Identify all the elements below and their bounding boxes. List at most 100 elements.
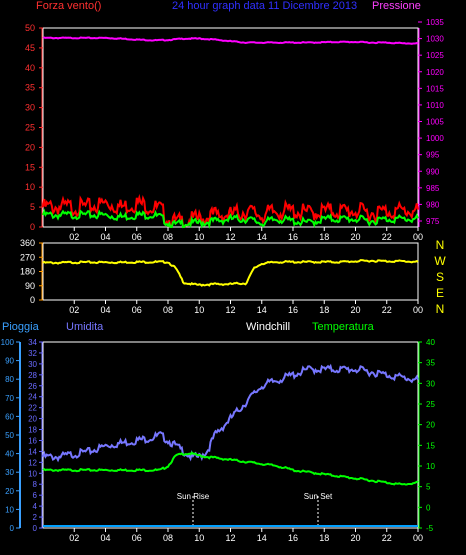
x-tick-label: 06 xyxy=(132,305,142,315)
temperature-axis-label: -5 xyxy=(426,524,434,533)
temperature-axis-label: 35 xyxy=(426,359,435,368)
x-tick-label: 10 xyxy=(194,305,204,315)
humidity-label: Umidita xyxy=(66,321,104,333)
direction-axis-label: 270 xyxy=(20,252,35,262)
x-tick-label: 22 xyxy=(382,232,392,242)
compass-letter: N xyxy=(436,238,445,252)
humidity-axis-label: 16 xyxy=(28,436,37,445)
x-tick-label: 14 xyxy=(257,305,267,315)
humidity-axis-label: 34 xyxy=(28,338,37,347)
temperature-axis-label: 30 xyxy=(426,379,435,388)
windchill-label: Windchill xyxy=(246,321,291,333)
pressure-axis-label: 980 xyxy=(426,200,440,209)
humidity-axis-label: 14 xyxy=(28,447,37,456)
temperature-axis-label: 5 xyxy=(426,483,431,492)
humidity-axis-label: 32 xyxy=(28,349,37,358)
humidity-axis-label: 22 xyxy=(28,404,37,413)
wind-axis-label: 10 xyxy=(25,182,35,192)
rain-axis-label: 90 xyxy=(5,357,14,366)
rain-axis-label: 30 xyxy=(5,468,14,477)
x-tick-label: 12 xyxy=(225,533,235,543)
humidity-axis-label: 8 xyxy=(33,480,38,489)
humidity-axis-label: 4 xyxy=(33,502,38,511)
pressure-axis-label: 1030 xyxy=(426,35,444,44)
direction-axis-label: 180 xyxy=(20,267,35,277)
pressure-axis-label: 985 xyxy=(426,184,440,193)
sunrise-label: Sun Rise xyxy=(177,492,210,501)
direction-axis-label: 90 xyxy=(25,281,35,291)
pressure-axis-label: 995 xyxy=(426,151,440,160)
chart-header: Forza vento() 24 hour graph data 11 Dice… xyxy=(0,0,466,14)
humidity-axis-label: 0 xyxy=(33,524,38,533)
pressure-axis-label: 1000 xyxy=(426,134,444,143)
wind-axis-label: 45 xyxy=(25,43,35,53)
wind-direction-line xyxy=(42,259,419,287)
x-tick-label: 02 xyxy=(69,533,79,543)
humidity-axis-label: 6 xyxy=(33,491,38,500)
x-tick-label: 06 xyxy=(132,232,142,242)
humidity-line xyxy=(42,363,419,463)
x-tick-label: 08 xyxy=(163,533,173,543)
x-tick-label: 02 xyxy=(69,232,79,242)
x-tick-label: 22 xyxy=(382,533,392,543)
pressure-title: Pressione xyxy=(372,0,421,12)
x-tick-label: 00 xyxy=(413,305,423,315)
x-tick-label: 08 xyxy=(163,232,173,242)
x-tick-label: 06 xyxy=(132,533,142,543)
pressure-axis-label: 1035 xyxy=(426,18,444,27)
humidity-axis-label: 30 xyxy=(28,360,37,369)
direction-axis-label: 0 xyxy=(30,295,35,305)
temperature-axis-label: 0 xyxy=(426,503,431,512)
pressure-axis-label: 990 xyxy=(426,167,440,176)
humidity-axis-label: 20 xyxy=(28,415,37,424)
wind-axis-label: 0 xyxy=(30,222,35,232)
pressure-axis-label: 975 xyxy=(426,217,440,226)
wind-title: Forza vento() xyxy=(36,0,102,12)
x-tick-label: 16 xyxy=(288,305,298,315)
wind-axis-label: 40 xyxy=(25,63,35,73)
rain-axis-label: 60 xyxy=(5,412,14,421)
rain-label: Pioggia xyxy=(2,321,39,333)
humidity-axis-label: 24 xyxy=(28,393,37,402)
temperature-label: Temperatura xyxy=(312,321,374,333)
wind-gust-line xyxy=(42,193,419,230)
rain-axis-label: 80 xyxy=(5,375,14,384)
direction-panel-frame xyxy=(42,242,419,301)
x-tick-label: 22 xyxy=(382,305,392,315)
pressure-axis-label: 1020 xyxy=(426,68,444,77)
x-tick-label: 02 xyxy=(69,305,79,315)
temperature-axis-label: 15 xyxy=(426,441,435,450)
x-tick-label: 00 xyxy=(413,232,423,242)
x-tick-label: 16 xyxy=(288,232,298,242)
wind-average-line xyxy=(42,208,419,230)
compass-letter: E xyxy=(436,286,444,300)
pressure-axis-label: 1025 xyxy=(426,51,444,60)
wind-panel-frame xyxy=(42,27,419,228)
sunset-label: Sun Set xyxy=(304,492,333,501)
pressure-axis-label: 1010 xyxy=(426,101,444,110)
x-tick-label: 12 xyxy=(225,232,235,242)
x-tick-label: 08 xyxy=(163,305,173,315)
temperature-axis-label: 10 xyxy=(426,462,435,471)
rain-axis-label: 40 xyxy=(5,450,14,459)
x-tick-label: 12 xyxy=(225,305,235,315)
humidity-temperature-panel-frame xyxy=(42,341,419,529)
x-tick-label: 14 xyxy=(257,533,267,543)
x-tick-label: 04 xyxy=(100,232,110,242)
x-tick-label: 04 xyxy=(100,533,110,543)
pressure-axis-label: 1015 xyxy=(426,84,444,93)
rain-axis-label: 70 xyxy=(5,394,14,403)
compass-letter: S xyxy=(436,270,444,284)
pressure-axis-label: 1005 xyxy=(426,118,444,127)
compass-letter: N xyxy=(436,302,445,316)
x-tick-label: 18 xyxy=(319,305,329,315)
compass-letter: W xyxy=(434,254,446,268)
x-tick-label: 18 xyxy=(319,232,329,242)
rain-axis-label: 100 xyxy=(1,338,15,347)
x-tick-label: 20 xyxy=(350,232,360,242)
x-tick-label: 04 xyxy=(100,305,110,315)
x-tick-label: 18 xyxy=(319,533,329,543)
rain-axis-label: 50 xyxy=(5,431,14,440)
x-tick-label: 20 xyxy=(350,305,360,315)
